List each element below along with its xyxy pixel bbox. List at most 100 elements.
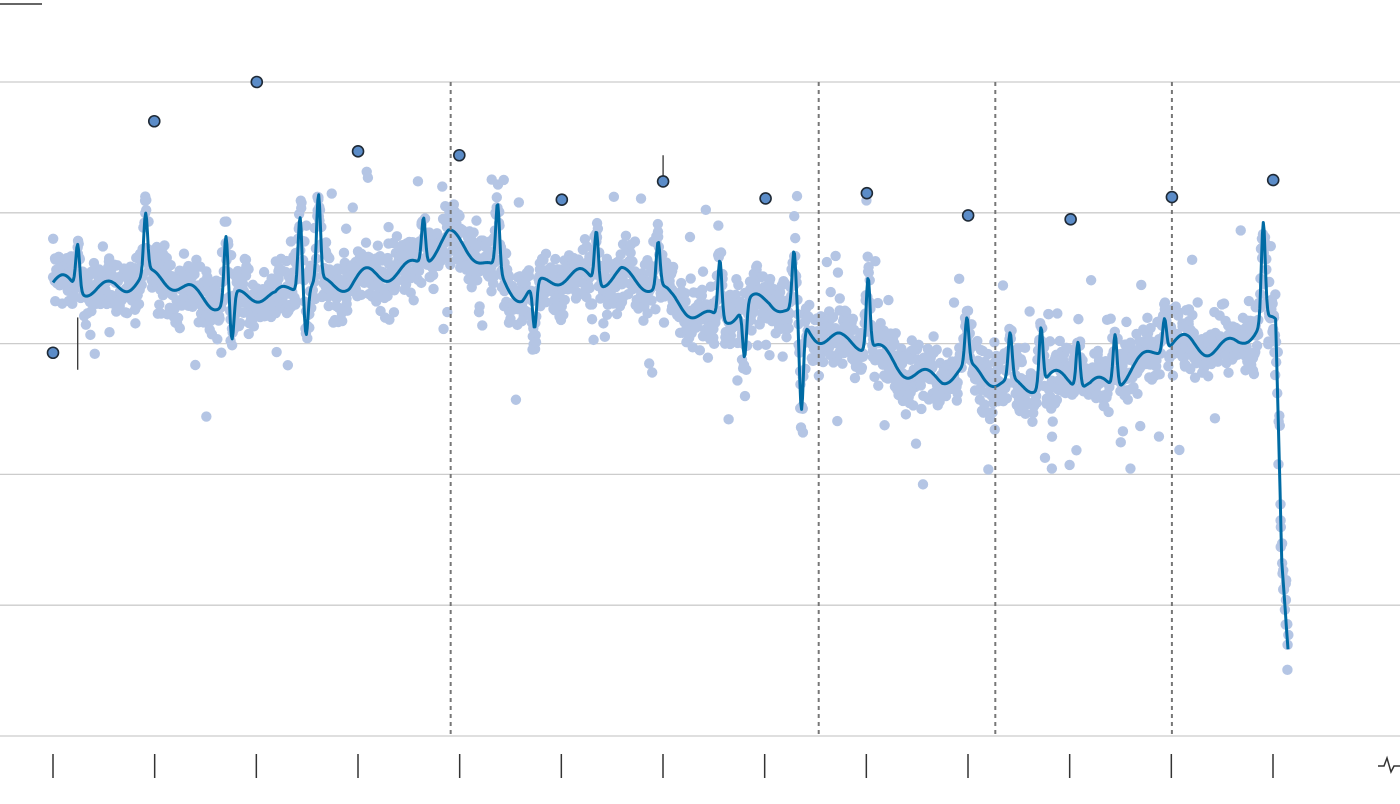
data-point (879, 420, 890, 431)
data-point (550, 253, 561, 265)
data-point (601, 309, 613, 320)
data-point (530, 336, 542, 348)
data-point (1046, 463, 1058, 474)
data-point (165, 259, 176, 271)
data-point (863, 267, 874, 278)
data-point (1132, 388, 1143, 400)
data-point (1024, 306, 1035, 317)
data-point (471, 215, 482, 226)
data-point (178, 248, 190, 259)
data-point (890, 328, 901, 339)
data-point (388, 307, 400, 318)
data-point (646, 295, 657, 306)
data-point (342, 305, 353, 316)
data-point (477, 320, 488, 331)
data-point (540, 297, 552, 308)
highlighted-point (250, 75, 264, 89)
data-point (510, 394, 522, 405)
data-point (338, 247, 350, 259)
highlighted-point (1064, 213, 1077, 226)
data-point (214, 313, 225, 324)
data-point (503, 272, 515, 283)
data-point (1269, 369, 1281, 381)
data-point (1263, 336, 1274, 347)
data-point (1251, 340, 1263, 351)
data-point (708, 338, 720, 350)
data-point (1153, 431, 1165, 442)
data-point (928, 331, 939, 342)
data-point (584, 282, 595, 294)
data-point (680, 288, 691, 299)
highlighted-point (555, 193, 569, 207)
data-point (1248, 368, 1260, 380)
data-point (697, 266, 709, 277)
data-point (873, 380, 884, 391)
data-point (908, 400, 919, 411)
highlighted-point (961, 209, 975, 222)
data-point (416, 277, 427, 289)
data-point (841, 306, 852, 318)
data-point (491, 192, 503, 203)
data-point (643, 358, 655, 369)
data-point (611, 308, 623, 320)
data-point (684, 231, 696, 243)
data-point (324, 252, 335, 264)
data-point (1092, 345, 1104, 357)
highlighted-point (1266, 173, 1280, 187)
data-point (1068, 387, 1080, 398)
data-point (997, 280, 1009, 291)
data-point (235, 318, 246, 329)
data-point (804, 299, 815, 311)
data-point (468, 227, 479, 238)
data-point (1167, 370, 1179, 381)
data-point (931, 344, 942, 355)
data-point (571, 291, 582, 302)
data-point (500, 248, 512, 259)
data-point (658, 317, 670, 328)
highlighted-point (1165, 190, 1179, 204)
data-point (174, 322, 186, 334)
data-point (667, 261, 679, 273)
data-point (370, 296, 382, 307)
data-point (650, 304, 661, 315)
point-cloud (47, 166, 1294, 676)
data-point (258, 266, 270, 278)
data-point (1085, 275, 1097, 286)
data-point (1223, 367, 1234, 378)
data-point (620, 230, 632, 241)
data-point (301, 220, 312, 231)
data-point (830, 250, 841, 262)
data-point (982, 348, 994, 360)
data-point (172, 312, 184, 324)
data-point (454, 211, 465, 222)
data-point (635, 193, 647, 204)
data-point (360, 237, 372, 248)
data-point (412, 176, 424, 187)
data-point (1270, 289, 1281, 300)
data-point (724, 338, 736, 350)
data-point (89, 348, 100, 360)
data-point (130, 318, 141, 329)
data-point (80, 319, 92, 330)
data-point (1016, 356, 1027, 368)
data-point (696, 284, 708, 296)
highlighted-point (147, 114, 161, 128)
data-point (910, 438, 922, 449)
data-point (588, 334, 599, 346)
reference-lines (449, 82, 1173, 736)
data-point (916, 403, 927, 415)
data-point (383, 221, 394, 233)
data-point (586, 299, 598, 310)
data-point (942, 347, 953, 358)
data-point (813, 370, 825, 381)
data-point (989, 337, 1000, 348)
data-point (825, 286, 836, 298)
data-point (202, 271, 213, 283)
data-point (201, 411, 212, 422)
data-point (791, 190, 803, 202)
data-point (739, 390, 751, 402)
data-point (783, 323, 794, 334)
data-point (472, 275, 483, 286)
